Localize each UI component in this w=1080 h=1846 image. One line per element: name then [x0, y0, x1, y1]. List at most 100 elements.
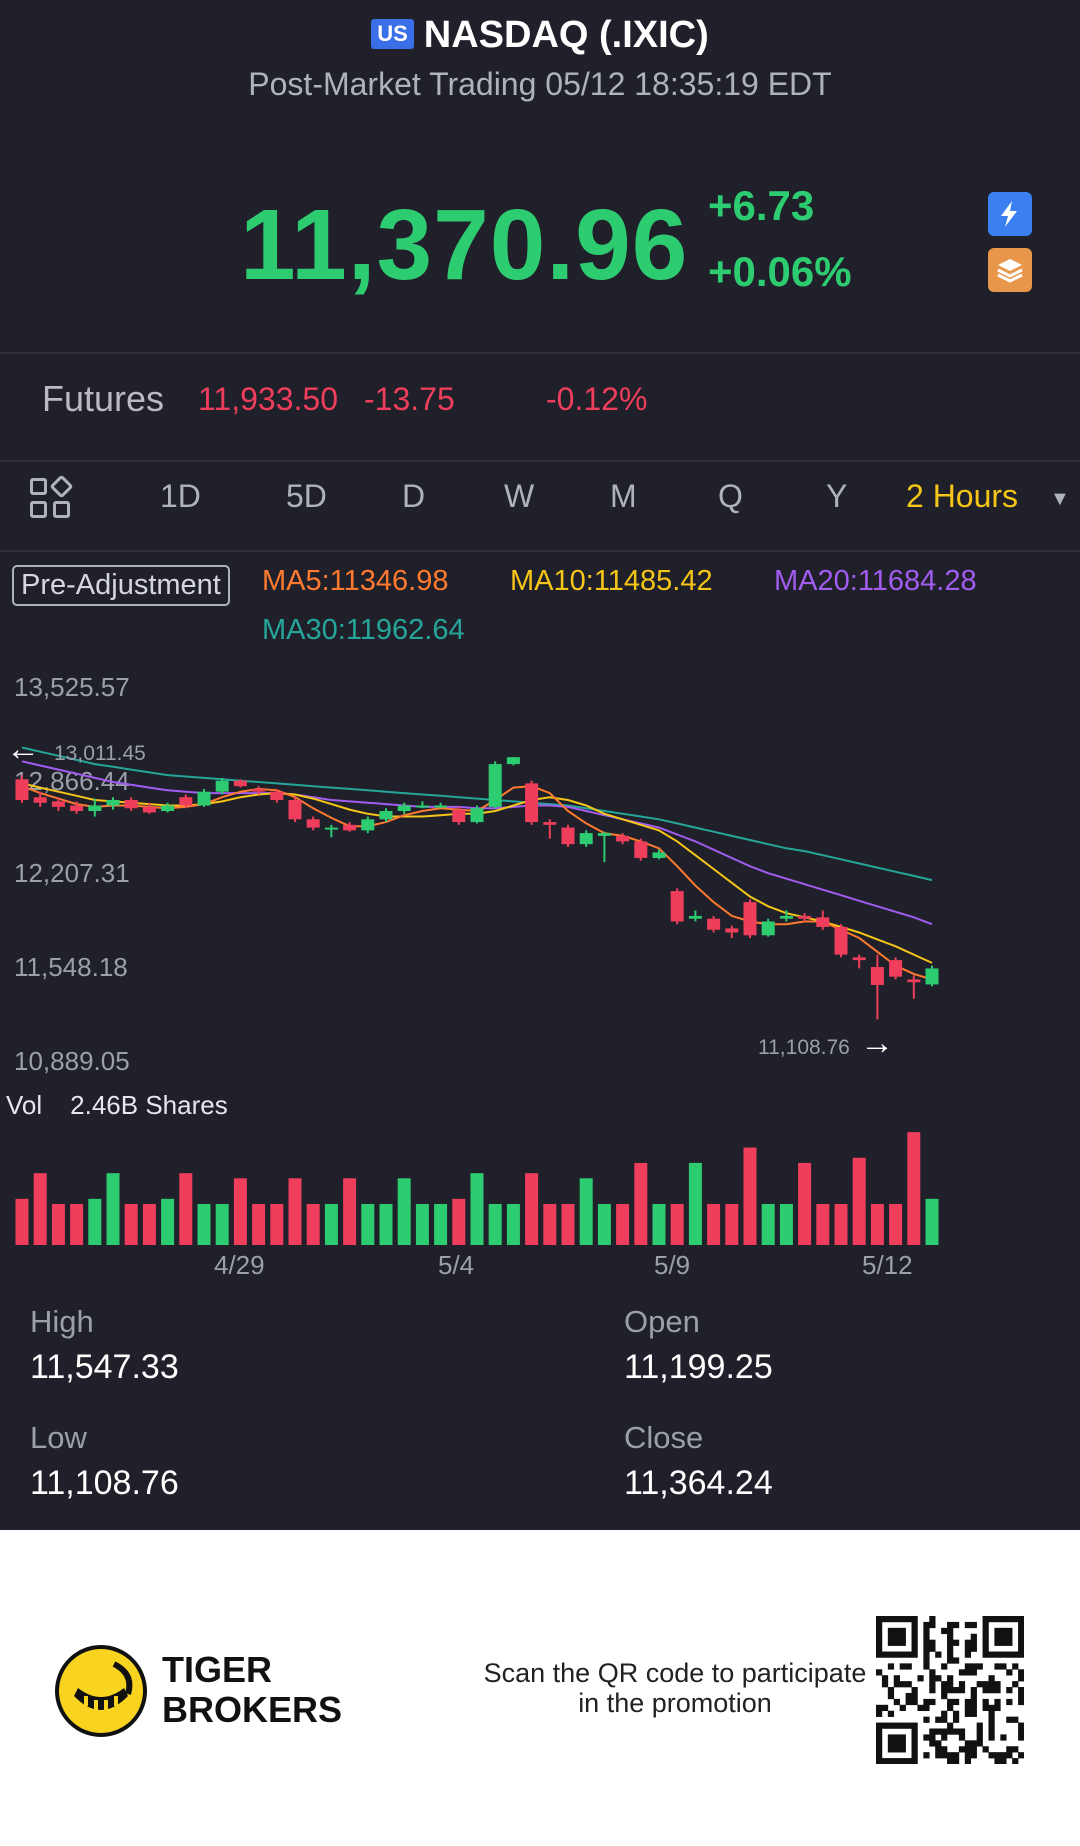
qr-module — [976, 1722, 983, 1729]
qr-module — [893, 1746, 900, 1753]
qr-module — [982, 1651, 989, 1658]
chevron-down-icon[interactable]: ▼ — [1050, 488, 1070, 510]
volume-bar — [215, 1203, 229, 1245]
tab-2-hours[interactable]: 2 Hours — [906, 478, 1019, 514]
qr-module — [876, 1645, 883, 1652]
qr-module — [935, 1752, 942, 1759]
qr-module — [1006, 1716, 1013, 1723]
qr-module — [923, 1657, 930, 1664]
qr-module — [947, 1758, 954, 1764]
volume-bar — [361, 1203, 375, 1245]
candle-body — [870, 967, 884, 985]
qr-module — [881, 1681, 889, 1688]
vol-title: Vol — [6, 1090, 43, 1120]
qr-module — [958, 1734, 966, 1741]
grid-icon[interactable] — [30, 474, 74, 520]
qr-module — [947, 1675, 954, 1682]
layers-icon[interactable] — [988, 248, 1032, 292]
qr-module — [970, 1704, 977, 1712]
ma30-line — [21, 746, 933, 882]
volume-bar — [834, 1203, 848, 1245]
candle-body — [743, 902, 757, 936]
qr-code-icon[interactable] — [876, 1616, 1024, 1764]
tab-quarterly[interactable]: Q — [718, 478, 743, 514]
tab-5d[interactable]: 5D — [286, 478, 327, 514]
candle-body — [634, 841, 648, 858]
volume-chart — [15, 1132, 939, 1245]
volume-bar — [306, 1203, 320, 1245]
qr-module — [982, 1639, 989, 1646]
qr-module — [964, 1698, 972, 1706]
brand-name: TIGER BROKERS — [162, 1650, 342, 1730]
qr-module — [929, 1669, 936, 1676]
tab-monthly[interactable]: M — [610, 478, 637, 514]
qr-module — [1006, 1616, 1013, 1623]
qr-module — [876, 1704, 883, 1712]
qr-module — [899, 1722, 906, 1729]
adjustment-toggle[interactable]: Pre-Adjustment — [12, 565, 230, 606]
volume-bar — [543, 1203, 557, 1245]
qr-module — [899, 1746, 906, 1753]
qr-module — [887, 1639, 895, 1646]
qr-module — [941, 1692, 948, 1700]
qr-module — [964, 1651, 972, 1658]
open-value: 11,199.25 — [624, 1348, 773, 1386]
qr-module — [994, 1758, 1001, 1764]
qr-module — [947, 1633, 954, 1640]
qr-module — [899, 1651, 906, 1658]
qr-module — [1000, 1633, 1007, 1640]
qr-module — [911, 1722, 918, 1729]
qr-module — [876, 1639, 883, 1646]
divider — [0, 352, 1080, 354]
qr-module — [994, 1663, 1001, 1670]
qr-module — [899, 1681, 906, 1688]
qr-module — [899, 1627, 906, 1635]
tab-yearly[interactable]: Y — [826, 478, 848, 514]
flash-icon[interactable] — [988, 192, 1032, 236]
qr-module — [970, 1669, 977, 1676]
qr-module — [1000, 1758, 1007, 1764]
qr-module — [952, 1657, 960, 1664]
qr-module — [881, 1616, 889, 1623]
qr-module — [1006, 1746, 1013, 1753]
ma10-label: MA10:11485.42 — [510, 565, 713, 597]
qr-module — [970, 1692, 977, 1700]
qr-module — [929, 1734, 936, 1741]
volume-bar — [597, 1203, 611, 1245]
low-marker: 11,108.76 — [758, 1036, 850, 1059]
qr-module — [887, 1663, 895, 1670]
volume-bar — [725, 1203, 739, 1245]
qr-module — [899, 1639, 906, 1646]
candle-body — [761, 921, 775, 936]
candle-body — [397, 805, 411, 812]
x-axis-date: 5/12 — [862, 1250, 913, 1280]
ma5-label: MA5:11346.98 — [262, 565, 449, 597]
candle-body — [889, 960, 903, 977]
tab-1d[interactable]: 1D — [160, 478, 201, 514]
qr-module — [958, 1681, 966, 1688]
qr-module — [881, 1651, 889, 1658]
tab-daily[interactable]: D — [402, 478, 426, 514]
tab-weekly[interactable]: W — [504, 478, 535, 514]
qr-module — [899, 1758, 906, 1764]
qr-module — [947, 1681, 954, 1688]
tiger-logo-icon — [55, 1645, 147, 1737]
qr-module — [1006, 1669, 1013, 1676]
qr-module — [881, 1722, 889, 1729]
page-title: US NASDAQ (.IXIC) — [0, 14, 1080, 57]
qr-module — [929, 1698, 936, 1706]
qr-module — [988, 1710, 995, 1717]
futures-price: 11,933.50 — [198, 381, 338, 417]
volume-bar — [179, 1173, 193, 1245]
qr-module — [994, 1752, 1001, 1759]
qr-module — [929, 1728, 936, 1735]
candle-body — [51, 801, 65, 807]
qr-module — [1006, 1627, 1013, 1635]
candle-body — [415, 805, 429, 808]
qr-module — [1000, 1734, 1007, 1741]
qr-module — [893, 1675, 900, 1682]
candlestick-chart[interactable] — [0, 660, 1080, 1060]
qr-module — [899, 1734, 906, 1741]
volume-bar — [88, 1198, 102, 1245]
qr-module — [1018, 1698, 1024, 1706]
